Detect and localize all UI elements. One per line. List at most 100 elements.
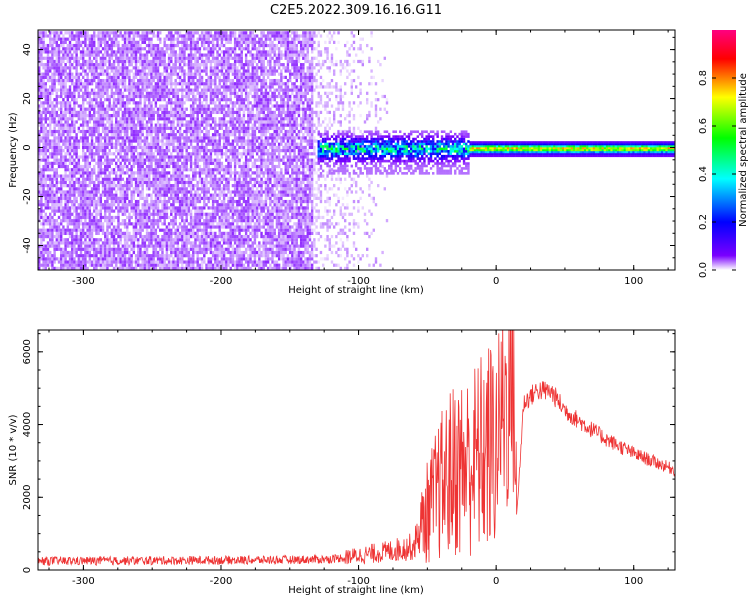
- spectrogram-cell: [44, 199, 48, 204]
- spectrogram-cell: [62, 238, 65, 242]
- spectrogram-cell: [165, 69, 169, 73]
- spectrogram-cell: [128, 37, 131, 41]
- spectrogram-cell: [205, 104, 208, 108]
- spectrogram-cell: [165, 78, 169, 83]
- spectrogram-cell: [170, 142, 173, 146]
- spectrogram-cell: [42, 247, 45, 251]
- spectrogram-cell: [123, 161, 127, 165]
- spectrogram-cell: [66, 158, 70, 162]
- spectrogram-cell: [141, 37, 144, 41]
- spectrogram-cell: [156, 187, 160, 191]
- spectrogram-cell: [106, 152, 109, 156]
- spectrogram-cell: [77, 238, 81, 242]
- spectrogram-cell: [42, 47, 45, 51]
- spectrogram-cell: [196, 152, 199, 156]
- spectrogram-cell: [172, 136, 175, 140]
- spectrogram-cell: [90, 53, 94, 57]
- spectrogram-cell: [117, 82, 120, 86]
- spectrogram-cell: [152, 209, 155, 213]
- spectrogram-cell: [60, 136, 63, 140]
- spectrogram-cell: [174, 212, 177, 216]
- spectrogram-cell: [44, 139, 48, 143]
- spectrogram-cell: [57, 136, 61, 140]
- spectrogram-cell: [106, 263, 109, 267]
- spectrogram-cell: [167, 238, 171, 242]
- spectrogram-cell: [44, 126, 48, 130]
- spectrogram-cell: [77, 244, 81, 248]
- spectrogram-cell: [161, 247, 164, 251]
- spectrogram-cell: [176, 193, 180, 197]
- spectrogram-cell: [207, 161, 210, 165]
- spectrogram-cell: [38, 260, 41, 264]
- spectrogram-cell: [112, 91, 116, 95]
- spectrogram-cell: [139, 91, 142, 95]
- spectrogram-cell: [123, 222, 127, 226]
- spectrogram-cell: [152, 219, 155, 223]
- spectrogram-cell: [90, 158, 94, 162]
- spectrogram-cell: [51, 82, 54, 86]
- spectrogram-cell: [84, 145, 87, 150]
- spectrogram-cell: [167, 34, 171, 38]
- spectrogram-cell: [104, 139, 107, 143]
- spectrogram-cell: [143, 161, 147, 165]
- spectrogram-cell: [145, 53, 149, 57]
- spectrogram-cell: [86, 59, 89, 64]
- spectrogram-cell: [203, 257, 206, 261]
- spectrogram-cell: [178, 215, 182, 220]
- spectrogram-cell: [88, 199, 92, 204]
- spectrogram-cell: [192, 31, 195, 35]
- spectrogram-cell: [148, 244, 151, 248]
- spectrogram-cell: [209, 31, 213, 35]
- spectrogram-cell: [84, 50, 87, 54]
- spectrogram-cell: [137, 66, 140, 70]
- spectrogram-cell: [106, 82, 109, 86]
- spectrogram-cell: [141, 110, 144, 115]
- spectrogram-cell: [115, 206, 118, 210]
- spectrogram-cell: [86, 206, 89, 210]
- spectrogram-cell: [60, 91, 63, 95]
- spectrogram-cell: [82, 66, 85, 70]
- spectrogram-cell: [66, 133, 70, 137]
- spectrogram-cell: [198, 196, 202, 200]
- spectrogram-cell: [163, 199, 166, 204]
- spectrogram-cell: [55, 244, 59, 248]
- spectrogram-cell: [165, 206, 169, 210]
- spectrogram-cell: [141, 126, 144, 130]
- spectrogram-cell: [126, 257, 129, 261]
- spectrogram-cell: [174, 66, 177, 70]
- spectrogram-cell: [77, 75, 81, 79]
- spectrogram-cell: [128, 107, 131, 111]
- spectrogram-cell: [57, 180, 61, 185]
- spectrogram-cell: [189, 234, 193, 239]
- spectrogram-cell: [203, 219, 206, 223]
- spectrogram-cell: [130, 136, 133, 140]
- spectrogram-cell: [42, 244, 45, 248]
- spectrogram-cell: [181, 219, 184, 223]
- spectrogram-cell: [167, 56, 171, 60]
- spectrogram-cell: [95, 225, 98, 229]
- spectrogram-cell: [183, 145, 186, 150]
- spectrogram-cell: [198, 238, 202, 242]
- spectrogram-cell: [185, 234, 188, 239]
- spectrogram-cell: [62, 177, 65, 181]
- spectrogram-cell: [211, 78, 215, 83]
- spectrogram-cell: [42, 219, 45, 223]
- spectrogram-cell: [55, 238, 59, 242]
- spectrogram-cell: [209, 126, 213, 130]
- spectrogram-cell: [38, 228, 41, 232]
- spectrogram-cell: [77, 40, 81, 44]
- spectrogram-cell: [71, 174, 74, 178]
- spectrogram-cell: [110, 241, 114, 245]
- spectrogram-cell: [128, 40, 131, 44]
- spectrogram-cell: [119, 133, 122, 137]
- spectrogram-cell: [178, 212, 182, 216]
- spectrogram-cell: [60, 250, 63, 255]
- spectrogram-cell: [139, 174, 142, 178]
- spectrogram-cell: [57, 161, 61, 165]
- spectrogram-cell: [137, 209, 140, 213]
- spectrogram-cell: [82, 114, 85, 118]
- spectrogram-cell: [181, 53, 184, 57]
- spectrogram-cell: [128, 69, 131, 73]
- spectrogram-cell: [200, 266, 204, 270]
- spectrogram-cell: [159, 152, 162, 156]
